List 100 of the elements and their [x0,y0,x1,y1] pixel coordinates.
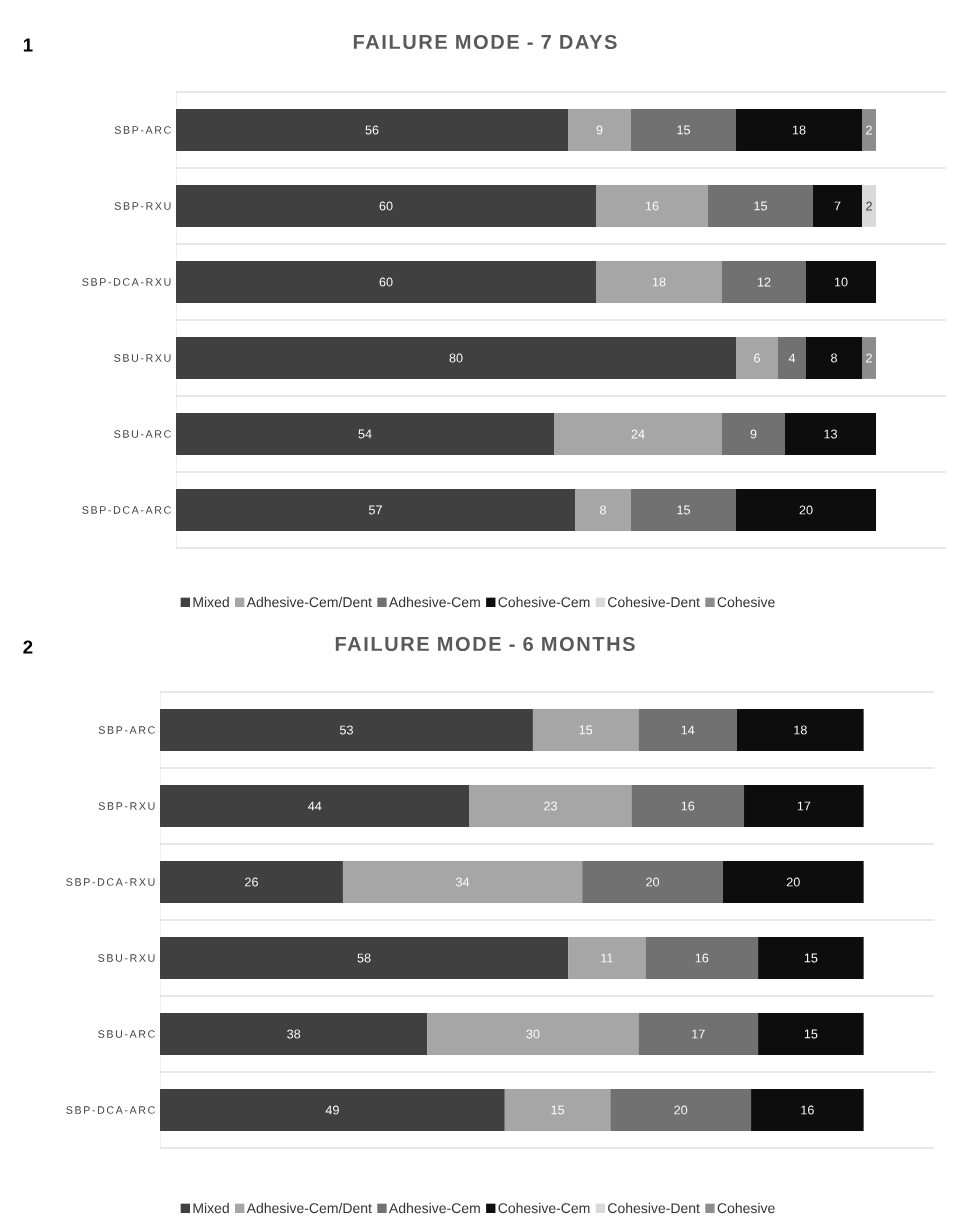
bar [596,185,709,227]
bar [638,709,737,751]
data-label: 16 [695,953,709,963]
bar [596,261,723,303]
bar [568,109,632,151]
legend-label: Cohesive-Cem [498,1202,590,1214]
data-label: 58 [357,953,371,963]
data-label: 15 [677,505,691,515]
bar [708,185,814,227]
bar [778,337,807,379]
data-label: 16 [681,801,695,811]
data-label: 14 [681,725,695,735]
bar [610,1089,752,1131]
data-label: 20 [646,877,660,887]
bar [862,337,877,379]
data-label: 38 [287,1029,301,1039]
data-label: 15 [804,1029,818,1039]
data-label: 7 [834,201,841,211]
legend-label: Cohesive-Dent [608,596,700,608]
legend-label: Mixed [193,1202,229,1214]
chart-title: FAILURE MODE - 7 DAYS [353,34,617,50]
data-label: 15 [677,125,691,135]
y-tick-label: SBP-ARC [114,126,171,134]
data-label: 16 [801,1105,814,1115]
data-label: 56 [365,125,379,135]
bar [722,861,864,903]
bar [342,861,583,903]
bar [176,109,569,151]
y-tick-label: SBU-ARC [98,1030,155,1038]
data-label: 17 [692,1029,705,1039]
bar [758,937,864,979]
bar [160,1013,428,1055]
y-tick-label: SBP-DCA-ARC [82,506,171,514]
bar [568,937,646,979]
bar [751,1089,864,1131]
data-label: 15 [551,1105,565,1115]
legend-label: Cohesive-Dent [608,1202,700,1214]
data-label: 60 [379,277,393,287]
bar [758,1013,864,1055]
bar [722,261,807,303]
bar [160,709,533,751]
data-label: 54 [358,429,372,439]
bar [722,413,786,455]
data-label: 2 [866,353,872,363]
bar [862,185,877,227]
bar [160,937,569,979]
data-label: 13 [824,429,837,439]
bar [176,185,597,227]
data-label: 24 [631,429,645,439]
chart-title: FAILURE MODE - 6 MONTHS [335,636,635,652]
bar [631,785,745,827]
bar [736,709,864,751]
bar [813,185,863,227]
data-label: 30 [526,1029,540,1039]
data-label: 44 [308,801,322,811]
data-label: 18 [792,125,806,135]
legend-label: Adhesive-Cem/Dent [246,596,372,608]
bar [806,261,877,303]
data-label: 49 [325,1105,339,1115]
data-label: 20 [799,505,813,515]
data-label: 8 [831,353,837,363]
bar [469,785,632,827]
text: 2 [23,640,33,654]
y-tick-label: SBP-RXU [114,202,171,210]
y-tick-label: SBP-RXU [98,802,155,810]
bar [575,489,632,531]
bar [736,109,863,151]
data-label: 53 [339,725,353,735]
bar [160,861,343,903]
data-label: 12 [757,277,771,287]
data-label: 20 [674,1105,688,1115]
data-label: 9 [750,429,757,439]
legend-label: Cohesive [717,596,775,608]
data-label: 2 [866,125,872,135]
data-label: 16 [645,201,659,211]
bar [582,861,723,903]
data-label: 9 [596,125,603,135]
bar [160,1089,505,1131]
bar [631,489,737,531]
data-label: 34 [456,877,470,887]
data-label: 17 [797,801,811,811]
y-tick-label: SBP-DCA-ARC [66,1106,155,1114]
data-label: 26 [245,877,258,887]
bar [427,1013,639,1055]
data-label: 6 [754,353,760,363]
bar [554,413,723,455]
legend-label: Cohesive-Cem [498,596,590,608]
data-label: 8 [600,505,606,515]
bar [744,785,864,827]
data-label: 15 [804,953,818,963]
bar [736,489,877,531]
data-label: 10 [834,277,848,287]
text: 1 [23,38,33,52]
data-label: 2 [866,201,872,211]
y-tick-label: SBP-DCA-RXU [66,878,155,886]
y-tick-label: SBU-RXU [114,354,171,362]
bar [631,109,737,151]
bar [176,261,597,303]
data-label: 23 [544,801,558,811]
bar [504,1089,611,1131]
